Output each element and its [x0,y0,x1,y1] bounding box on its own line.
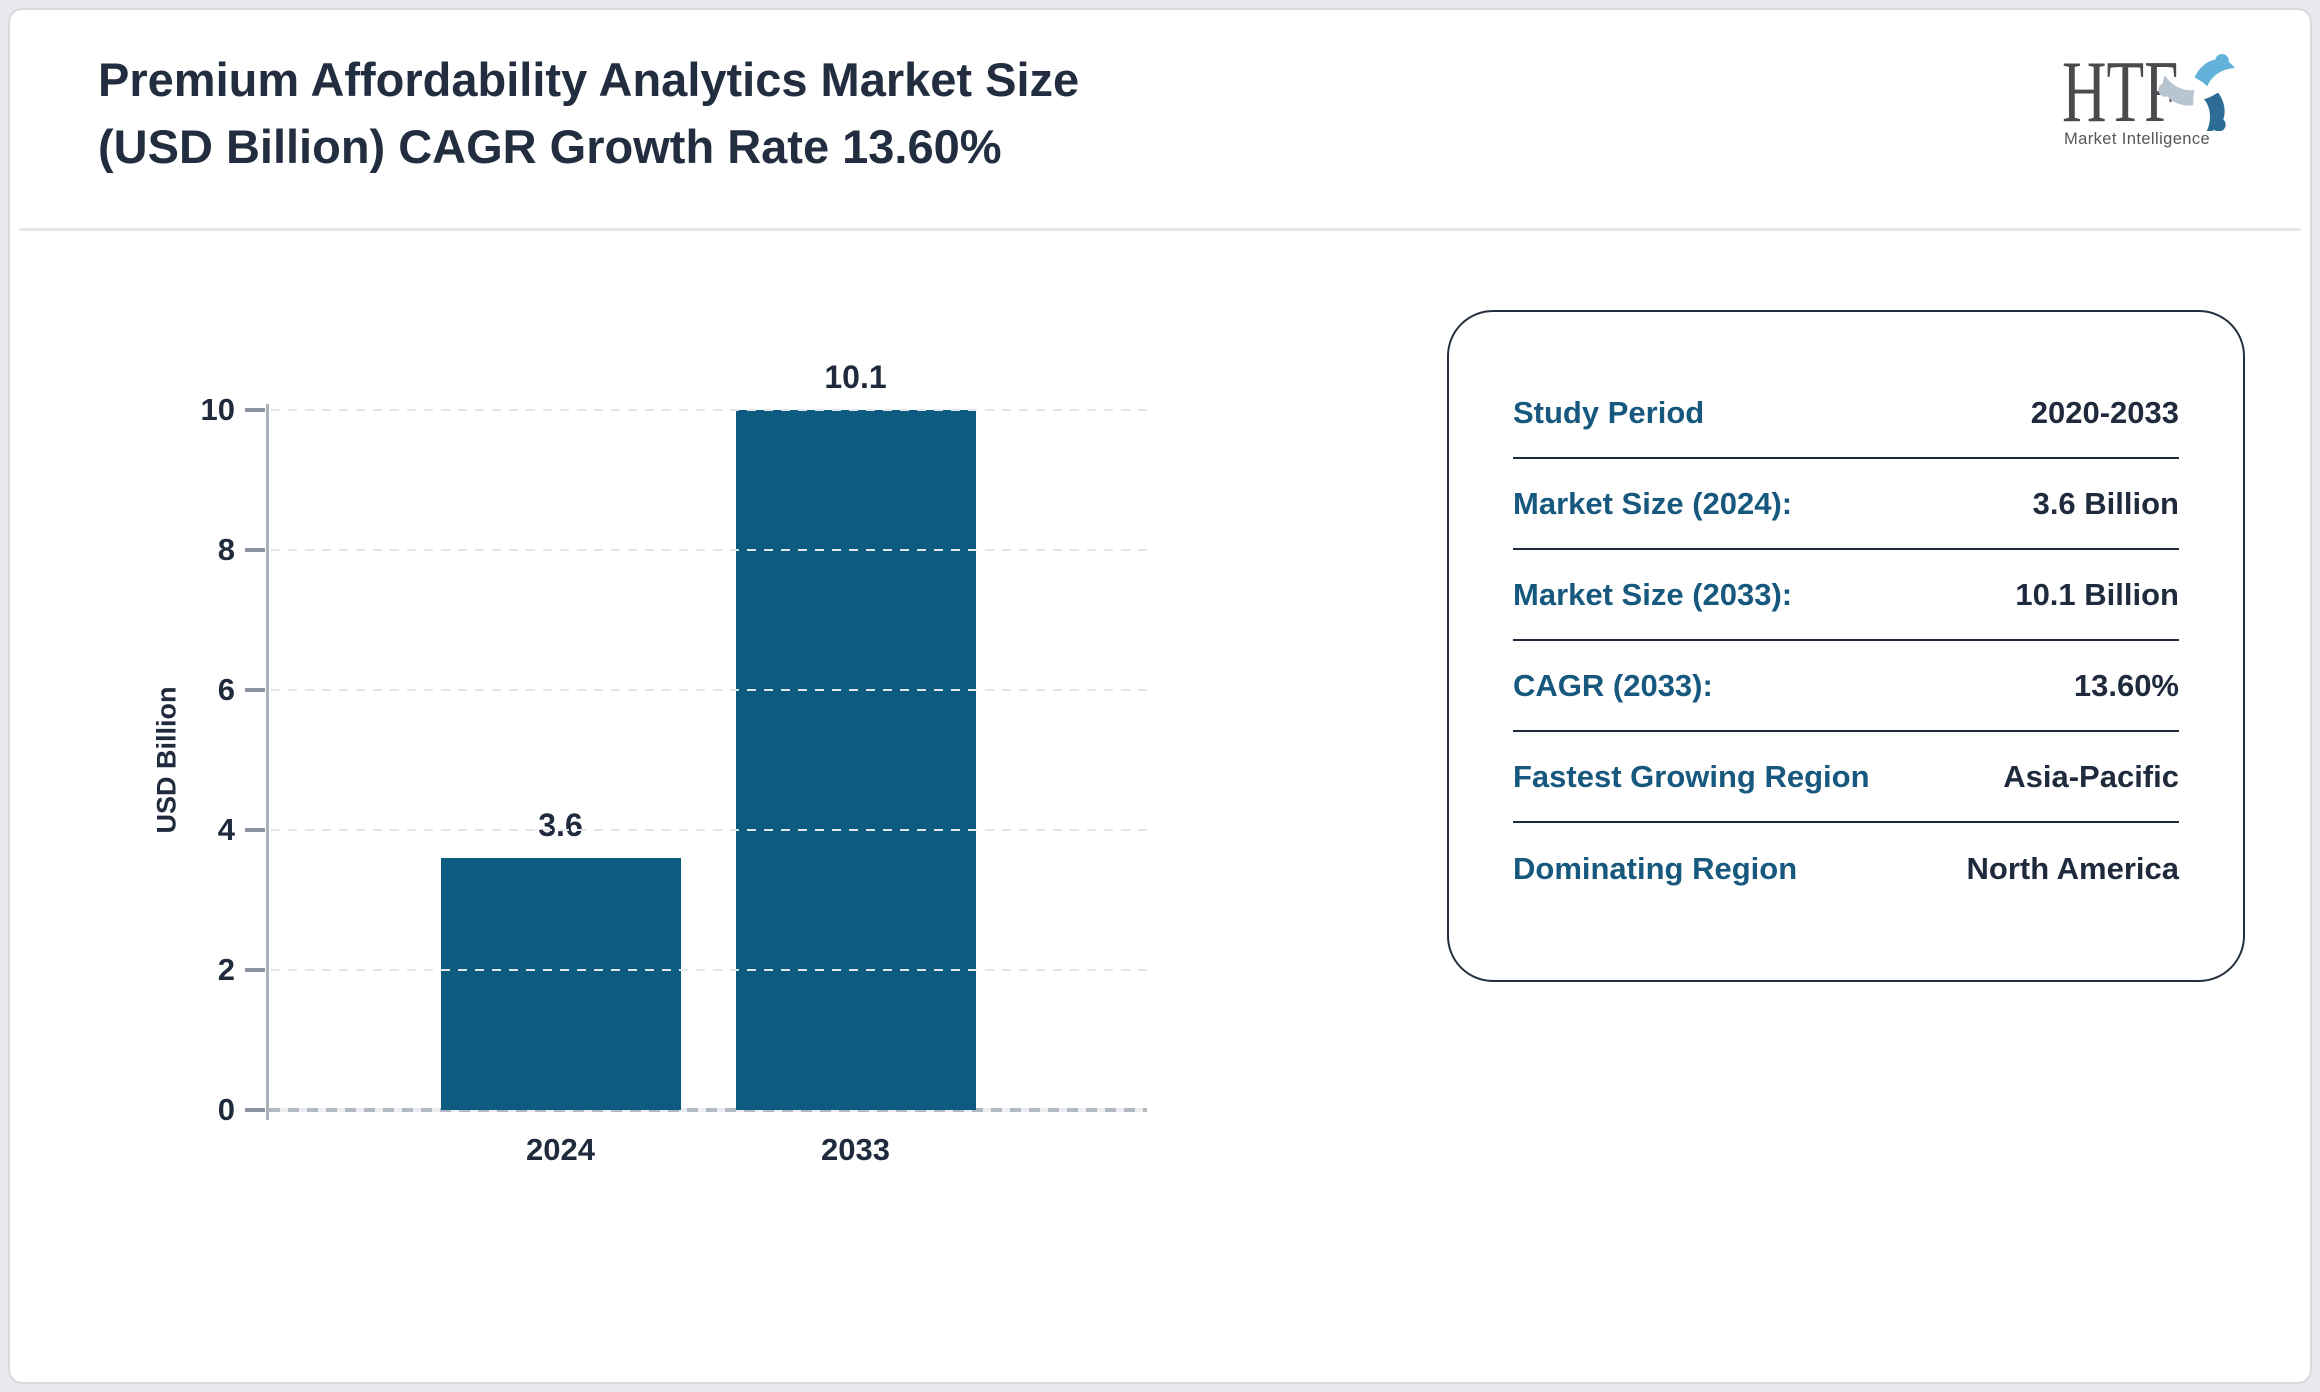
info-row-cagr: CAGR (2033): 13.60% [1513,641,2179,732]
page-title: Premium Affordability Analytics Market S… [98,46,1438,180]
y-tick-label: 10 [200,392,235,427]
summary-info-panel: Study Period 2020-2033 Market Size (2024… [1447,310,2245,982]
gridline [271,829,1147,831]
y-axis-title: USD Billion [151,686,182,834]
info-label: Study Period [1513,394,1705,430]
y-tick-mark [245,828,265,832]
y-axis-line [266,404,269,1120]
bar-value-label-2033: 10.1 [824,359,887,395]
x-tick-label-2033: 2033 [821,1132,890,1167]
htf-logo: HTF Market Intelli [2062,49,2302,169]
x-axis-baseline [269,1108,1147,1112]
info-row-market-size-2033: Market Size (2033): 10.1 Billion [1513,550,2179,641]
htf-swirl-icon [2158,54,2235,131]
info-value: 2020-2033 [2030,394,2179,430]
info-label: Market Size (2024): [1513,485,1793,521]
info-label: Dominating Region [1513,850,1798,886]
y-tick-mark [245,1108,265,1112]
info-value: Asia-Pacific [2003,758,2179,794]
info-value: 13.60% [2073,667,2179,703]
info-row-dominating-region: Dominating Region North America [1513,823,2179,914]
page-title-line-2: (USD Billion) CAGR Growth Rate 13.60% [98,120,1002,173]
y-tick-label: 6 [217,672,235,707]
bar-column-2024: 3.6 [440,410,681,1110]
y-tick-mark [245,548,265,552]
page-title-line-1: Premium Affordability Analytics Market S… [98,53,1080,106]
gridline [271,409,1147,411]
y-tick-label: 4 [217,812,235,847]
info-label: CAGR (2033): [1513,667,1713,703]
bar-chart-plot-area: USD Billion 3.6 10.1 2024 2033 0 2 4 6 8 10 [152,359,1147,1167]
infographic-card: Premium Affordability Analytics Market S… [8,8,2312,1384]
htf-logo-subtitle: Market Intelligence [2064,130,2211,148]
y-tick-mark [245,968,265,972]
header-divider [19,228,2301,231]
y-tick-label: 2 [217,952,235,987]
info-value: North America [1966,850,2179,886]
info-row-fastest-growing-region: Fastest Growing Region Asia-Pacific [1513,732,2179,823]
bar-value-label-2024: 3.6 [538,807,583,843]
info-value: 3.6 Billion [2032,485,2179,521]
y-tick-label: 8 [217,532,235,567]
y-tick-mark [245,688,265,692]
gridline [271,689,1147,691]
y-tick-mark [245,408,265,412]
info-label: Fastest Growing Region [1513,758,1870,794]
gridline [271,549,1147,551]
x-axis-labels: 2024 2033 [269,1132,1147,1168]
bars-group: 3.6 10.1 [269,359,1147,1110]
info-label: Market Size (2033): [1513,576,1793,612]
y-tick-label: 0 [217,1092,235,1127]
bar-column-2033: 10.1 [735,359,976,1110]
x-tick-label-2024: 2024 [526,1132,595,1167]
bar-2033 [735,410,976,1110]
bar-2024 [440,858,681,1110]
gridline [271,969,1147,971]
info-row-study-period: Study Period 2020-2033 [1513,368,2179,459]
info-row-market-size-2024: Market Size (2024): 3.6 Billion [1513,459,2179,550]
info-value: 10.1 Billion [2015,576,2179,612]
